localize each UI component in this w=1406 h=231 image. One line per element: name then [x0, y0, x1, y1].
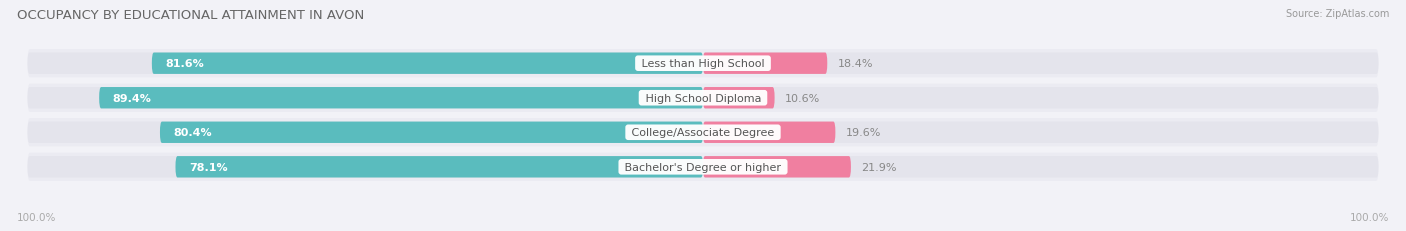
FancyBboxPatch shape [703, 88, 775, 109]
Text: 100.0%: 100.0% [1350, 212, 1389, 222]
FancyBboxPatch shape [28, 53, 703, 75]
FancyBboxPatch shape [100, 88, 703, 109]
Text: 78.1%: 78.1% [188, 162, 228, 172]
Text: Less than High School: Less than High School [638, 59, 768, 69]
Text: 19.6%: 19.6% [845, 128, 882, 138]
FancyBboxPatch shape [703, 53, 827, 75]
Text: 100.0%: 100.0% [17, 212, 56, 222]
Text: 21.9%: 21.9% [860, 162, 897, 172]
FancyBboxPatch shape [703, 156, 1378, 178]
FancyBboxPatch shape [703, 88, 1378, 109]
FancyBboxPatch shape [703, 53, 1378, 75]
FancyBboxPatch shape [28, 153, 1378, 181]
FancyBboxPatch shape [28, 88, 703, 109]
FancyBboxPatch shape [28, 122, 703, 143]
Text: High School Diploma: High School Diploma [641, 93, 765, 103]
FancyBboxPatch shape [28, 84, 1378, 112]
Text: 80.4%: 80.4% [173, 128, 212, 138]
Text: 18.4%: 18.4% [838, 59, 873, 69]
Text: 81.6%: 81.6% [166, 59, 204, 69]
Text: 89.4%: 89.4% [112, 93, 152, 103]
Text: Bachelor's Degree or higher: Bachelor's Degree or higher [621, 162, 785, 172]
FancyBboxPatch shape [152, 53, 703, 75]
Text: OCCUPANCY BY EDUCATIONAL ATTAINMENT IN AVON: OCCUPANCY BY EDUCATIONAL ATTAINMENT IN A… [17, 9, 364, 22]
FancyBboxPatch shape [703, 122, 835, 143]
FancyBboxPatch shape [28, 50, 1378, 78]
Text: 10.6%: 10.6% [785, 93, 820, 103]
Text: Source: ZipAtlas.com: Source: ZipAtlas.com [1285, 9, 1389, 19]
FancyBboxPatch shape [703, 122, 1378, 143]
FancyBboxPatch shape [160, 122, 703, 143]
Text: College/Associate Degree: College/Associate Degree [628, 128, 778, 138]
FancyBboxPatch shape [703, 156, 851, 178]
FancyBboxPatch shape [176, 156, 703, 178]
FancyBboxPatch shape [28, 156, 703, 178]
FancyBboxPatch shape [28, 119, 1378, 147]
